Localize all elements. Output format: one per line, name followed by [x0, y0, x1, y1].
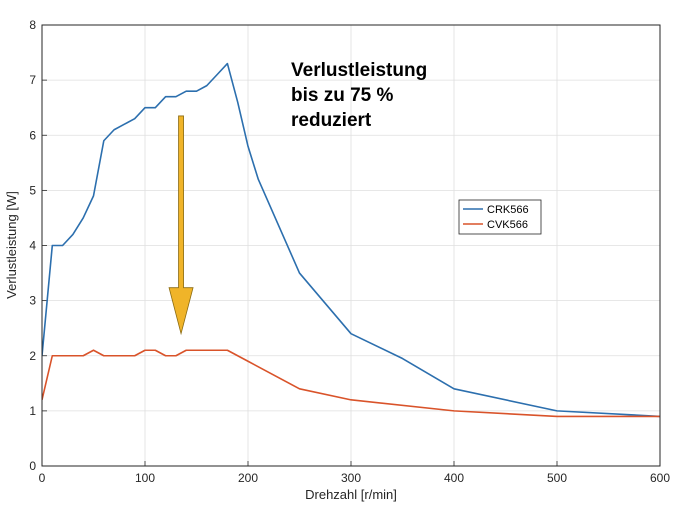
legend-box — [458, 199, 542, 235]
y-tick-label: 0 — [29, 459, 36, 473]
annotation-line-2: bis zu 75 % — [291, 85, 394, 106]
annotation-line-3: reduziert — [291, 110, 372, 131]
x-tick-label: 400 — [444, 471, 464, 485]
reduction-arrow-icon — [168, 115, 194, 336]
y-tick-label: 2 — [29, 349, 36, 363]
legend-label-crk566: CRK566 — [487, 204, 529, 216]
x-tick-label: 600 — [650, 471, 670, 485]
x-tick-label: 0 — [39, 471, 46, 485]
x-tick-label: 500 — [547, 471, 567, 485]
plot-frame — [41, 24, 661, 467]
x-tick-label: 100 — [135, 471, 155, 485]
y-tick-label: 1 — [29, 404, 36, 418]
tick-labels: 0 100 200 300 400 500 600 0 1 2 3 4 5 6 7 8 — [29, 18, 670, 485]
annotation-line-1: Verlustleistung — [291, 60, 427, 81]
series-line-crk566 — [42, 62, 660, 418]
y-tick-label: 8 — [29, 18, 36, 32]
series-line-cvk566 — [42, 349, 660, 418]
y-tick-label: 6 — [29, 128, 36, 142]
legend-label-cvk566: CVK566 — [487, 219, 528, 231]
annotation: Verlustleistung bis zu 75 % reduziert — [291, 60, 427, 131]
series-lines — [42, 62, 660, 418]
y-tick-label: 4 — [29, 239, 36, 253]
x-tick-label: 200 — [238, 471, 258, 485]
y-axis-label: Verlustleistung [W] — [4, 191, 19, 299]
y-tick-label: 7 — [29, 73, 36, 87]
y-tick-label: 5 — [29, 183, 36, 197]
y-tick-label: 3 — [29, 294, 36, 308]
legend: CRK566 CVK566 — [458, 199, 542, 235]
x-axis-label: Drehzahl [r/min] — [305, 487, 397, 502]
x-tick-label: 300 — [341, 471, 361, 485]
gridlines — [41, 24, 661, 467]
